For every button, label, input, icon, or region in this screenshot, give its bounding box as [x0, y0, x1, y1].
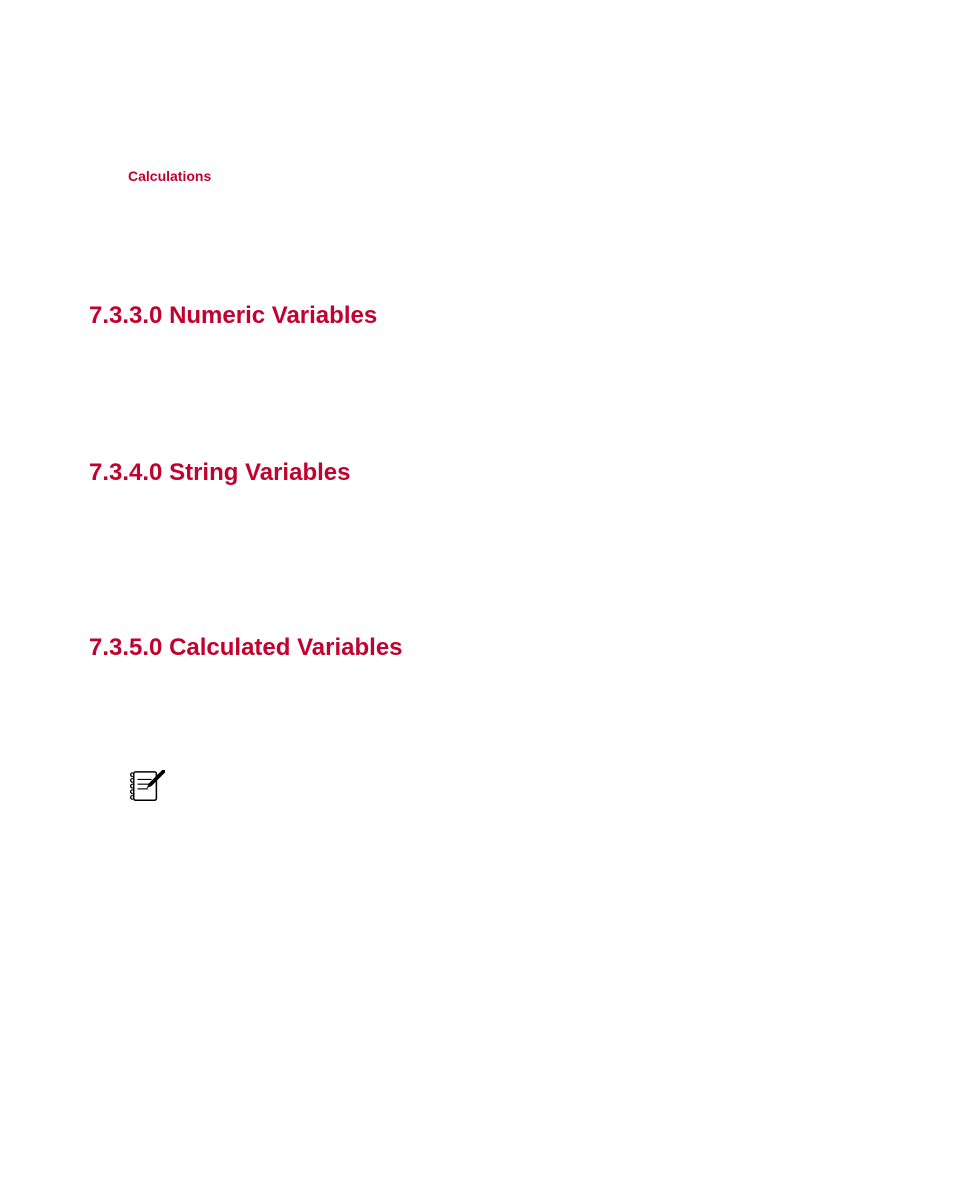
section-heading-numeric-variables: 7.3.3.0 Numeric Variables [89, 302, 377, 330]
section-heading-string-variables: 7.3.4.0 String Variables [89, 459, 350, 487]
document-page: Calculations 7.3.3.0 Numeric Variables 7… [0, 0, 954, 1179]
section-heading-calculated-variables: 7.3.5.0 Calculated Variables [89, 634, 403, 662]
note-icon [127, 770, 165, 804]
page-header-title: Calculations [128, 168, 211, 184]
